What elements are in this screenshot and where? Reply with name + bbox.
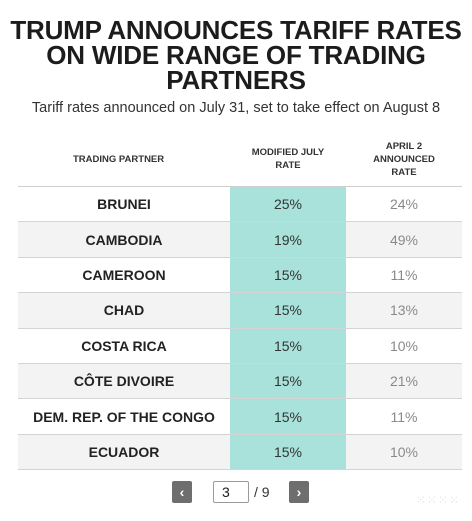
chevron-left-icon: ‹	[179, 484, 185, 500]
modified-rate-cell: 15%	[230, 292, 346, 329]
page-number-input[interactable]: 3	[213, 481, 249, 503]
modified-rate-cell: 15%	[230, 434, 346, 471]
table-row: CAMBODIA 19% 49%	[18, 221, 462, 258]
april-rate-cell: 24%	[346, 186, 462, 223]
april-rate-cell: 10%	[346, 328, 462, 364]
tariff-table: TRADING PARTNER MODIFIED JULY RATE APRIL…	[18, 132, 462, 471]
page-total-label: / 9	[254, 484, 270, 500]
table-row: CAMEROON 15% 11%	[18, 257, 462, 294]
april-rate-cell: 10%	[346, 434, 462, 471]
header-modified-july-rate[interactable]: MODIFIED JULY RATE	[230, 132, 346, 187]
table-row: DEM. REP. OF THE CONGO 15% 11%	[18, 398, 462, 435]
chevron-right-icon: ›	[296, 484, 302, 500]
pagination: ‹ 3 / 9 ›	[0, 481, 472, 505]
prev-page-button[interactable]: ‹	[172, 481, 192, 503]
modified-rate-cell: 15%	[230, 398, 346, 435]
partner-cell: COSTA RICA	[18, 328, 230, 364]
april-rate-cell: 13%	[346, 292, 462, 329]
header-trading-partner[interactable]: TRADING PARTNER	[18, 132, 230, 187]
partner-cell: DEM. REP. OF THE CONGO	[18, 398, 230, 435]
table-row: ECUADOR 15% 10%	[18, 434, 462, 471]
next-page-button[interactable]: ›	[289, 481, 309, 503]
table-header-row: TRADING PARTNER MODIFIED JULY RATE APRIL…	[18, 132, 462, 187]
april-rate-cell: 21%	[346, 363, 462, 400]
april-rate-cell: 11%	[346, 398, 462, 435]
table-row: CÔTE DIVOIRE 15% 21%	[18, 363, 462, 400]
april-rate-cell: 11%	[346, 257, 462, 294]
partner-cell: CÔTE DIVOIRE	[18, 363, 230, 400]
watermark: ⁙⁙⁙⁙	[415, 493, 460, 507]
modified-rate-cell: 15%	[230, 363, 346, 400]
april-rate-cell: 49%	[346, 221, 462, 258]
modified-rate-cell: 15%	[230, 328, 346, 364]
modified-rate-cell: 15%	[230, 257, 346, 294]
modified-rate-cell: 25%	[230, 186, 346, 223]
page-title: TRUMP ANNOUNCES TARIFF RATES ON WIDE RAN…	[10, 15, 462, 95]
partner-cell: CAMEROON	[18, 257, 230, 294]
partner-cell: CHAD	[18, 292, 230, 329]
partner-cell: CAMBODIA	[18, 221, 230, 258]
table-row: BRUNEI 25% 24%	[18, 186, 462, 223]
table-row: CHAD 15% 13%	[18, 292, 462, 329]
partner-cell: ECUADOR	[18, 434, 230, 471]
table-row: COSTA RICA 15% 10%	[18, 328, 462, 364]
page-subtitle: Tariff rates announced on July 31, set t…	[31, 100, 441, 116]
partner-cell: BRUNEI	[18, 186, 230, 223]
modified-rate-cell: 19%	[230, 221, 346, 258]
header-april-announced-rate[interactable]: APRIL 2 ANNOUNCED RATE	[346, 132, 462, 187]
